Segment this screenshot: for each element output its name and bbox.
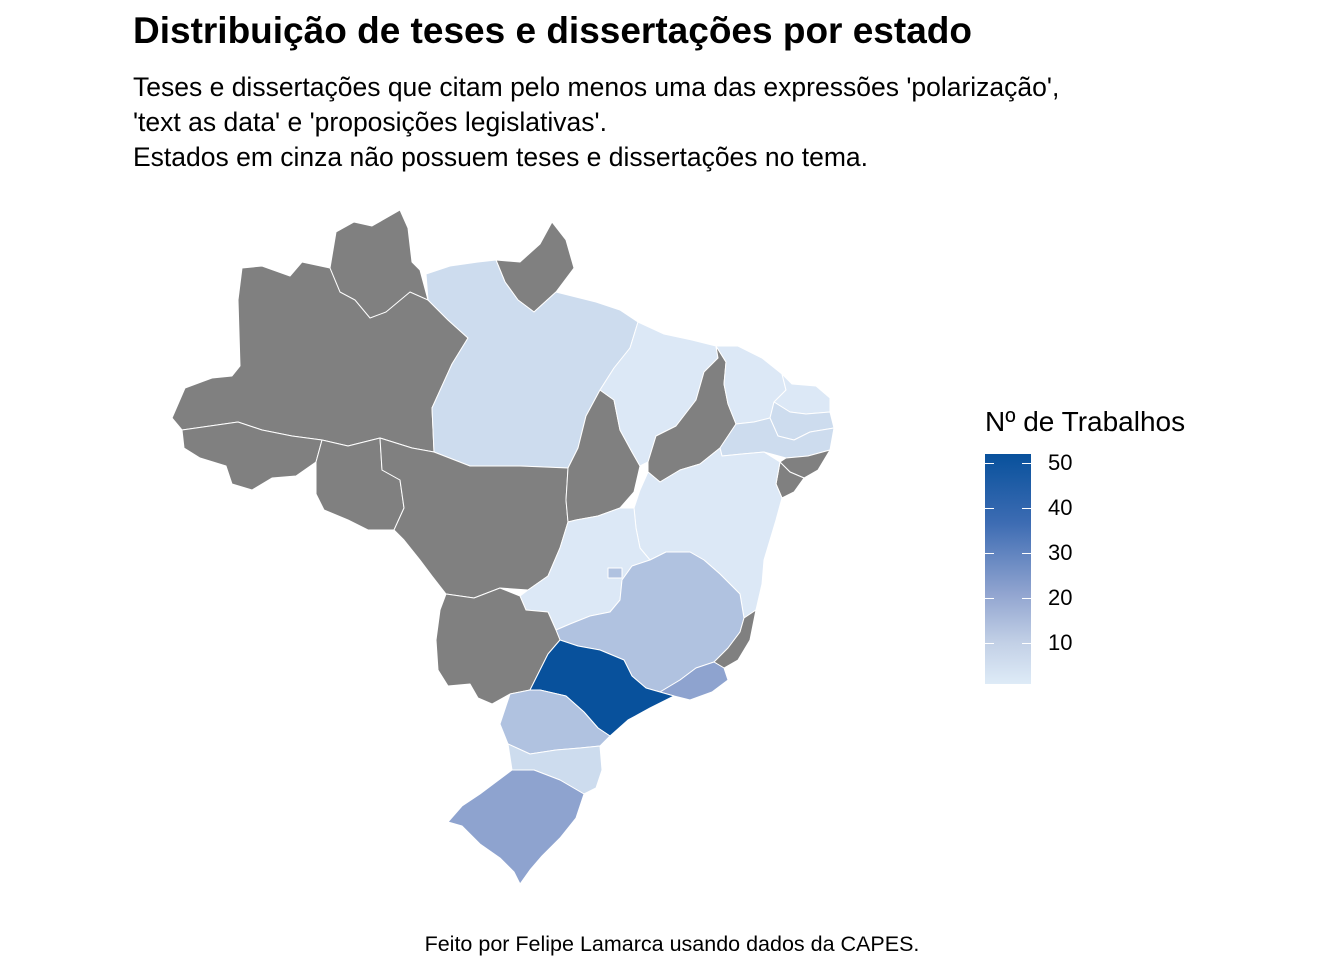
legend-tick-label: 50 [1048,450,1073,476]
state-mato-grosso [379,437,569,599]
legend-tick-mark [1022,553,1031,555]
legend-tick-mark [1022,643,1031,645]
legend-tick-label: 40 [1048,495,1073,521]
state-acre [181,421,323,491]
map-title: Distribuição de teses e dissertações por… [133,10,972,51]
legend-tick-mark [1022,598,1031,600]
legend-tick-mark [1022,463,1031,465]
legend-tick-mark [985,643,994,645]
state-rio-de-janeiro [659,661,729,701]
legend-tick-label: 30 [1048,540,1073,566]
legend-tick-mark [985,553,994,555]
legend-colorbar [985,454,1031,684]
subtitle-line-2: 'text as data' e 'proposições legislativ… [133,107,607,137]
state-roraima [329,209,429,319]
legend-tick-mark [985,508,994,510]
legend-tick-label: 20 [1048,585,1073,611]
state-amazonas [171,209,469,453]
legend-tick-mark [1022,508,1031,510]
subtitle-line-1: Teses e dissertações que citam pelo meno… [133,72,1060,102]
legend-tick-mark [985,598,994,600]
caption: Feito por Felipe Lamarca usando dados da… [424,932,920,956]
map-subtitle: Teses e dissertações que citam pelo meno… [133,70,1059,175]
state-distrito-federal [607,567,623,579]
subtitle-line-3: Estados em cinza não possuem teses e dis… [133,142,869,172]
legend-tick-label: 10 [1048,630,1073,656]
state-rio-grande-do-sul [447,769,585,885]
legend-title: Nº de Trabalhos [985,406,1186,437]
legend-tick-mark [985,463,994,465]
